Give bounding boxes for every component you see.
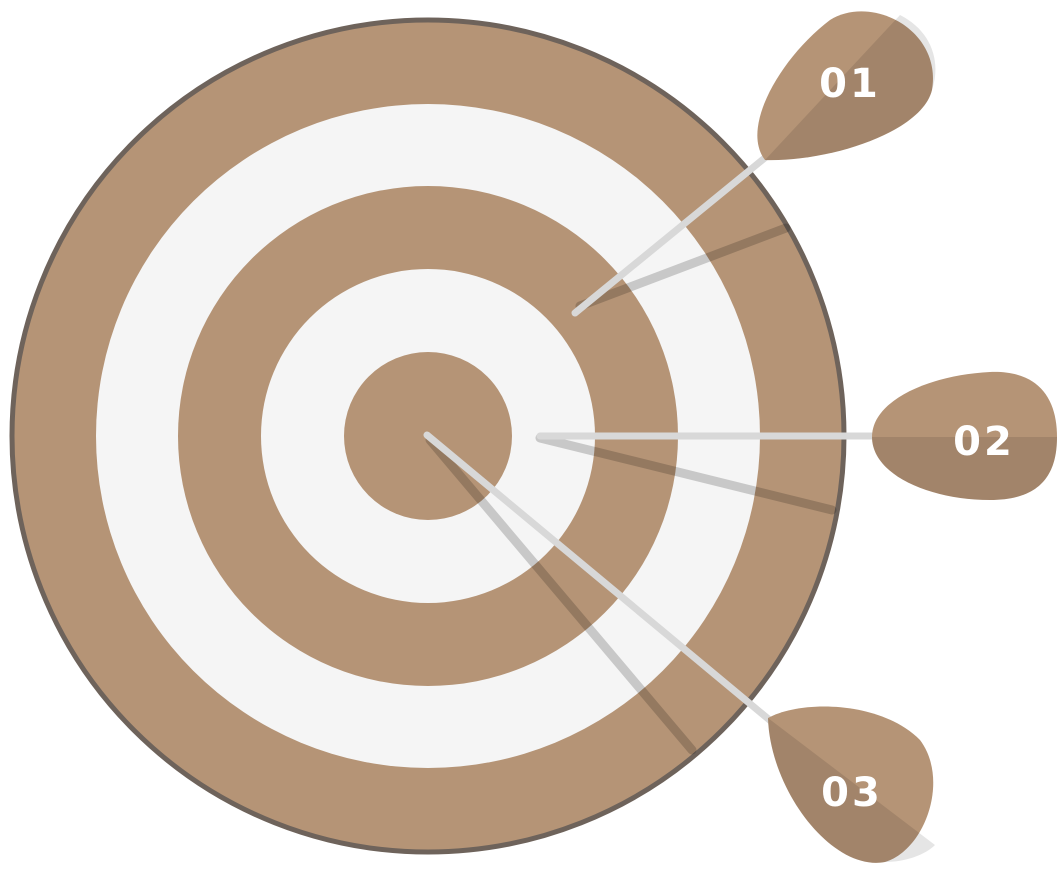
dart-label: 01 [819,61,881,107]
target-illustration: 01 02 03 [0,0,1057,873]
page: 01 02 03 (() => { const data = JSON.pars… [0,0,1057,873]
dart-label: 02 [953,419,1015,465]
dart-label: 03 [821,770,883,816]
